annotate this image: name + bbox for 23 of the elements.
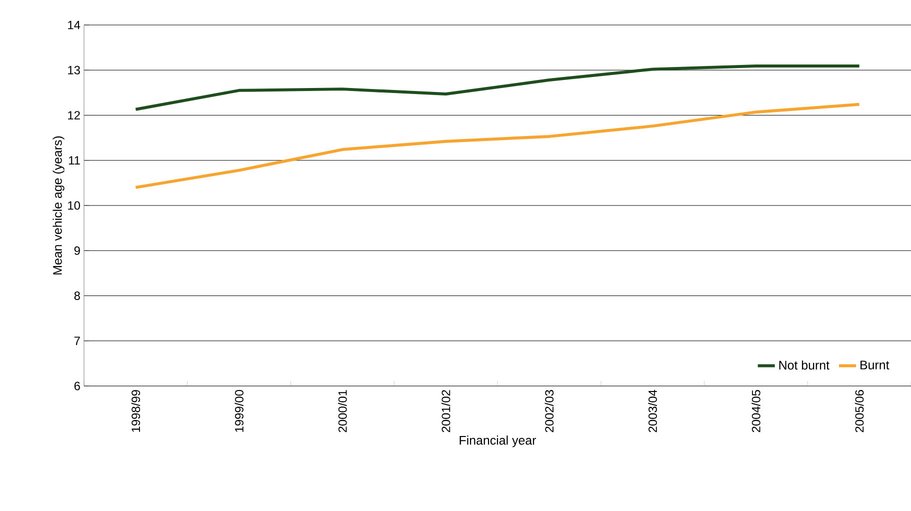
line-series xyxy=(134,102,861,189)
legend-label: Not burnt xyxy=(779,360,830,370)
y-tick-label: 10 xyxy=(68,201,80,210)
x-tick-label: 2004/05 xyxy=(752,390,760,432)
legend-label: Burnt xyxy=(860,360,890,370)
y-tick-label: 12 xyxy=(68,111,80,120)
y-tick-label: 9 xyxy=(74,246,80,255)
y-tick-label: 11 xyxy=(68,156,80,164)
y-tick-label: 6 xyxy=(74,382,80,390)
y-tick-label: 7 xyxy=(74,336,80,345)
x-tick-label: 2002/03 xyxy=(544,390,554,432)
x-tick-label: 1999/00 xyxy=(234,390,244,432)
x-tick-label: 2005/06 xyxy=(854,390,864,432)
y-axis-title: Mean vehicle age (years) xyxy=(52,136,64,274)
x-tick-label: 2003/04 xyxy=(648,390,657,432)
x-axis-title: Financial year xyxy=(460,436,536,448)
y-tick-label: 14 xyxy=(68,20,80,30)
x-tick-label: 1998/99 xyxy=(131,390,140,432)
x-tick-label: 2001/02 xyxy=(441,390,450,432)
x-tick-label: 2000/01 xyxy=(338,390,347,432)
y-tick-label: 13 xyxy=(68,66,80,74)
line-series xyxy=(134,64,861,111)
y-tick-label: 8 xyxy=(74,292,80,300)
